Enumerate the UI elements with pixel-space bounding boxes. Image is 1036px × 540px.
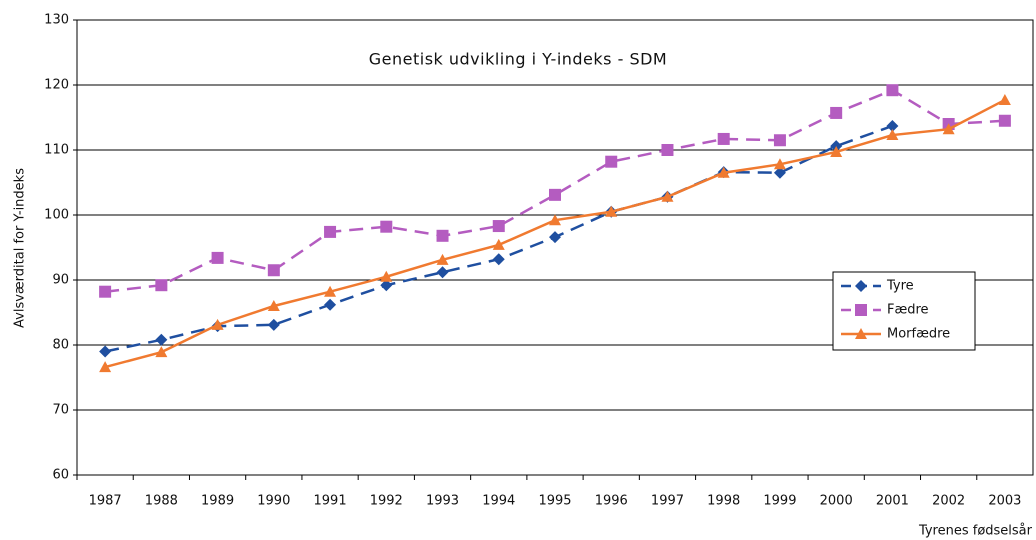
y-tick-label: 90 — [52, 273, 69, 288]
series-marker — [605, 155, 618, 168]
x-tick-label: 1996 — [595, 494, 628, 509]
legend-label: Tyre — [886, 279, 914, 294]
series-marker — [99, 345, 112, 358]
series-marker — [324, 225, 337, 238]
series-marker — [436, 253, 449, 265]
series-marker — [886, 84, 899, 97]
series-marker — [942, 123, 955, 135]
series-marker — [436, 229, 449, 242]
series-marker — [99, 361, 112, 373]
series-marker — [380, 279, 393, 292]
series-marker — [211, 251, 224, 264]
y-tick-label: 70 — [52, 403, 69, 418]
series-marker — [717, 166, 730, 178]
legend-label: Fædre — [887, 303, 929, 318]
series-marker — [155, 346, 168, 358]
series-marker — [324, 298, 337, 311]
series-marker — [886, 129, 899, 141]
x-tick-label: 1995 — [538, 494, 571, 509]
y-tick-label: 100 — [44, 208, 69, 223]
legend-marker — [855, 328, 867, 339]
series-marker — [717, 132, 730, 145]
series-marker — [99, 285, 112, 298]
x-tick-label: 1989 — [201, 494, 234, 509]
x-tick-label: 1988 — [145, 494, 178, 509]
x-tick-label: 2000 — [820, 494, 853, 509]
y-tick-label: 130 — [44, 13, 69, 28]
x-tick-label: 1993 — [426, 494, 459, 509]
series-marker — [886, 119, 899, 132]
series-marker — [830, 145, 843, 157]
series-line — [104, 88, 1005, 293]
series-marker — [661, 144, 674, 156]
x-tick-label: 1990 — [257, 494, 290, 509]
legend-marker — [855, 304, 867, 316]
x-tick-label: 1997 — [651, 494, 684, 509]
series-marker — [773, 158, 786, 170]
legend-marker — [855, 280, 867, 292]
x-tick-label: 1992 — [370, 494, 403, 509]
series-marker — [155, 333, 168, 346]
series-marker — [211, 318, 224, 330]
legend-label: Morfædre — [887, 327, 950, 342]
series-marker — [549, 214, 561, 226]
x-tick-label: 1998 — [707, 494, 740, 509]
series-marker — [830, 106, 843, 119]
x-tick-label: 1994 — [482, 494, 515, 509]
y-tick-label: 80 — [52, 338, 69, 353]
series-marker — [267, 318, 280, 331]
series-marker — [155, 279, 168, 292]
series-marker — [267, 300, 280, 311]
series-marker — [492, 238, 505, 250]
x-tick-label: 2002 — [932, 494, 965, 509]
series-marker — [492, 253, 505, 266]
plot-area — [76, 19, 1034, 476]
x-axis-label: Tyrenes fødselsår — [918, 524, 1033, 539]
series-marker — [380, 220, 393, 233]
series-marker — [492, 220, 505, 233]
series-marker — [324, 285, 337, 297]
series-marker — [380, 270, 393, 282]
series-marker — [773, 166, 786, 179]
series-marker — [549, 231, 561, 244]
series-marker — [998, 114, 1011, 127]
y-tick-label: 110 — [44, 143, 69, 158]
x-tick-label: 1987 — [89, 494, 122, 509]
chart-title: Genetisk udvikling i Y-indeks - SDM — [369, 50, 667, 69]
series-marker — [436, 266, 449, 279]
x-tick-label: 1999 — [763, 494, 796, 509]
x-tick-label: 1991 — [314, 494, 347, 509]
series-marker — [267, 264, 280, 277]
series-marker — [998, 93, 1011, 105]
x-tick-label: 2003 — [988, 494, 1021, 509]
y-tick-label: 120 — [44, 78, 69, 93]
y-axis-label: Avlsværdital for Y-indeks — [13, 168, 28, 328]
series-marker — [605, 205, 618, 217]
y-tick-label: 60 — [52, 468, 69, 483]
series-marker — [661, 190, 674, 202]
series-marker — [549, 188, 561, 201]
series-marker — [773, 134, 786, 147]
x-tick-label: 2001 — [876, 494, 909, 509]
